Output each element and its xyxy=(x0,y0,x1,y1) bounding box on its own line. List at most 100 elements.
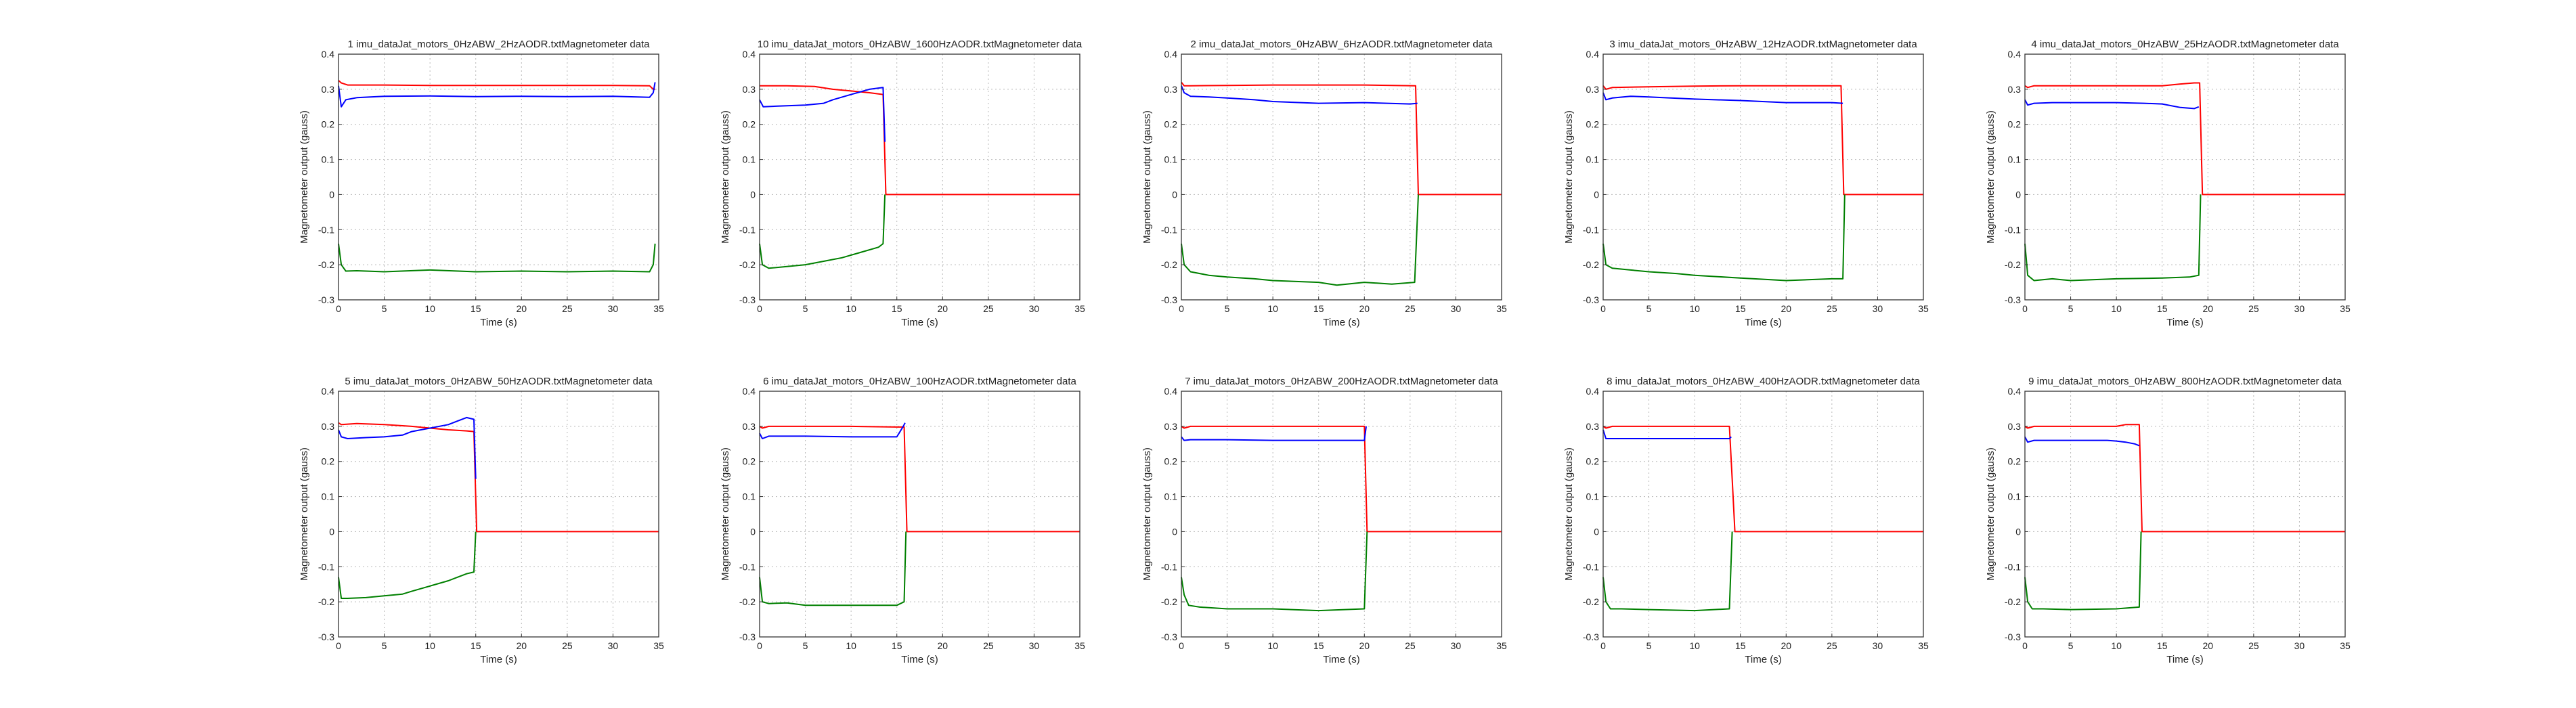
x-tick-label: 25 xyxy=(562,303,573,314)
x-axis-label: Time (s) xyxy=(2166,654,2203,665)
x-tick-label: 35 xyxy=(1074,640,1085,651)
x-tick-label: 30 xyxy=(1029,640,1040,651)
y-tick-label: 0.2 xyxy=(743,119,756,130)
y-tick-label: 0 xyxy=(1172,526,1177,537)
series-line-1 xyxy=(2024,424,2345,533)
x-tick-label: 10 xyxy=(1267,303,1278,314)
y-tick-label: 0.1 xyxy=(1586,154,1600,165)
y-tick-label: -0.2 xyxy=(2005,596,2021,607)
x-tick-label: 30 xyxy=(1873,640,1883,651)
series-line-1 xyxy=(2024,82,2345,196)
y-tick-label: -0.3 xyxy=(2005,294,2021,305)
y-tick-label: 0.4 xyxy=(1164,49,1178,60)
series-line-2 xyxy=(1181,426,1367,441)
y-tick-label: -0.3 xyxy=(739,632,756,642)
x-tick-label: 20 xyxy=(2202,303,2213,314)
subplot-10: 0 5 10 15 20 25 30 35 -0.3 -0.2 -0.1 0 0.1 0.2 0.3 0.4 9… xyxy=(1985,376,2351,665)
x-tick-label: 10 xyxy=(1689,303,1700,314)
plot-frame xyxy=(1181,53,1502,301)
subplot-title: 2 imu_dataJat_motors_0HzABW_6HzAODR.txtM… xyxy=(1190,39,1493,50)
x-tick-label: 20 xyxy=(1359,303,1370,314)
series-line-3 xyxy=(759,194,886,269)
plot-frame xyxy=(338,391,659,638)
x-tick-label: 20 xyxy=(516,640,527,651)
x-tick-label: 5 xyxy=(803,640,808,651)
series-line-1 xyxy=(760,85,1080,196)
x-axis-label: Time (s) xyxy=(480,317,517,328)
x-tick-label: 15 xyxy=(471,303,481,314)
y-tick-label: 0.4 xyxy=(743,49,756,60)
subplot-5: 0 5 10 15 20 25 30 35 -0.3 -0.2 -0.1 0 0.1 0.2 0.3 0.4 4… xyxy=(1985,39,2351,328)
x-axis-label: Time (s) xyxy=(1745,317,1781,328)
y-tick-label: -0.3 xyxy=(739,294,756,305)
subplot-title: 3 imu_dataJat_motors_0HzABW_12HzAODR.txt… xyxy=(1609,39,1917,50)
x-tick-label: 0 xyxy=(757,303,762,314)
y-tick-label: -0.1 xyxy=(1583,561,1599,572)
x-tick-label: 30 xyxy=(1029,303,1040,314)
y-tick-label: 0.4 xyxy=(2008,386,2022,397)
y-tick-label: -0.1 xyxy=(318,561,334,572)
x-axis-label: Time (s) xyxy=(901,317,938,328)
x-tick-label: 15 xyxy=(892,640,902,651)
x-tick-label: 35 xyxy=(1496,640,1507,651)
y-axis-label: Magnetometer output (gauss) xyxy=(1141,110,1153,244)
y-tick-label: -0.3 xyxy=(1583,294,1599,305)
x-tick-label: 35 xyxy=(1496,303,1507,314)
x-tick-label: 5 xyxy=(2068,303,2074,314)
y-tick-label: 0.2 xyxy=(743,456,756,467)
y-tick-label: 0.4 xyxy=(322,49,335,60)
y-tick-label: -0.1 xyxy=(2005,224,2021,235)
x-tick-label: 10 xyxy=(2111,303,2122,314)
x-tick-label: 15 xyxy=(2157,640,2168,651)
y-tick-label: -0.2 xyxy=(1583,259,1599,270)
x-tick-label: 30 xyxy=(2294,303,2305,314)
x-tick-label: 25 xyxy=(562,640,573,651)
x-tick-label: 25 xyxy=(2248,303,2259,314)
y-tick-label: -0.3 xyxy=(318,294,334,305)
y-tick-label: 0.3 xyxy=(322,84,335,95)
subplot-title: 10 imu_dataJat_motors_0HzABW_1600HzAODR.… xyxy=(758,39,1083,50)
plot-frame xyxy=(759,391,1080,638)
series-line-3 xyxy=(1602,531,1733,612)
x-tick-label: 35 xyxy=(1074,303,1085,314)
x-tick-label: 0 xyxy=(336,640,341,651)
subplot-title: 1 imu_dataJat_motors_0HzABW_2HzAODR.txtM… xyxy=(347,39,650,50)
y-tick-label: 0.1 xyxy=(743,154,756,165)
subplot-title: 5 imu_dataJat_motors_0HzABW_50HzAODR.txt… xyxy=(345,376,653,387)
subplot-2: 0 5 10 15 20 25 30 35 -0.3 -0.2 -0.1 0 0.1 0.2 0.3 0.41… xyxy=(720,39,1085,328)
series-line-1 xyxy=(1602,425,1923,533)
x-tick-label: 10 xyxy=(424,640,435,651)
plot-frame xyxy=(2024,391,2346,638)
series-line-3 xyxy=(1602,194,1846,282)
y-tick-label: 0.4 xyxy=(743,386,756,397)
plot-frame xyxy=(1602,391,1924,638)
subplot-3: 0 5 10 15 20 25 30 35 -0.3 -0.2 -0.1 0 0.1 0.2 0.3 0.4 2… xyxy=(1141,39,1507,328)
series-line-3 xyxy=(2024,531,2142,611)
x-tick-label: 0 xyxy=(757,640,762,651)
x-tick-label: 10 xyxy=(1267,640,1278,651)
y-tick-label: 0 xyxy=(1172,189,1177,200)
x-tick-label: 5 xyxy=(1646,640,1652,651)
y-tick-label: 0.2 xyxy=(322,456,335,467)
series-line-3 xyxy=(338,531,477,599)
x-axis-label: Time (s) xyxy=(480,654,517,665)
x-tick-label: 15 xyxy=(1313,640,1324,651)
y-tick-label: -0.1 xyxy=(1583,224,1599,235)
series-line-2 xyxy=(2024,436,2140,447)
plot-frame xyxy=(1602,53,1924,301)
y-tick-label: 0.2 xyxy=(322,119,335,130)
y-tick-label: 0.2 xyxy=(2008,456,2022,467)
y-tick-label: 0 xyxy=(2015,526,2021,537)
x-tick-label: 25 xyxy=(1827,303,1837,314)
y-axis-label: Magnetometer output (gauss) xyxy=(1563,110,1575,244)
y-tick-label: 0.3 xyxy=(1586,84,1600,95)
y-tick-label: 0.2 xyxy=(1586,456,1600,467)
x-tick-label: 35 xyxy=(653,303,664,314)
series-line-2 xyxy=(338,82,656,108)
y-tick-label: 0.1 xyxy=(743,491,756,502)
series-line-3 xyxy=(1181,531,1368,612)
series-line-1 xyxy=(1181,81,1502,196)
y-tick-label: 0.4 xyxy=(322,386,335,397)
x-tick-label: 30 xyxy=(608,303,619,314)
y-tick-label: -0.1 xyxy=(1161,224,1177,235)
